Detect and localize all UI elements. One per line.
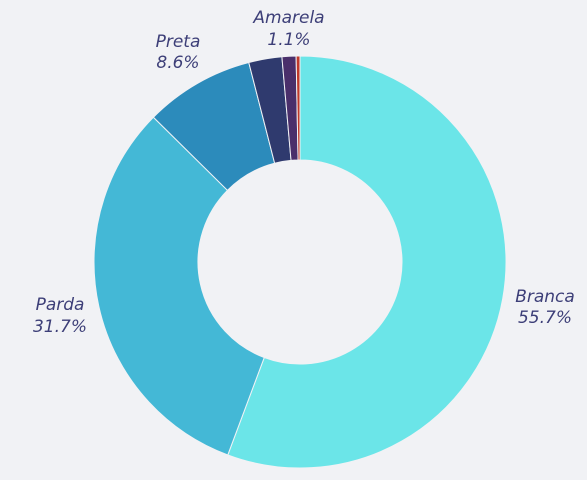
- slice-branca: [227, 55, 507, 469]
- labels-group: Branca 55.7% Parda 31.7% Preta 8.6% Amar…: [33, 8, 575, 337]
- label-preta-name: Preta: [156, 32, 201, 52]
- label-branca-value: 55.7%: [518, 308, 572, 328]
- label-parda-value: 31.7%: [33, 317, 87, 337]
- slice-parda: [93, 116, 265, 456]
- label-amarela-name: Amarela: [252, 8, 324, 28]
- slice-other-5: [295, 55, 301, 161]
- slices-group: [93, 55, 507, 469]
- label-branca-name: Branca: [515, 287, 575, 307]
- label-preta-value: 8.6%: [156, 53, 199, 73]
- label-amarela-value: 1.1%: [267, 30, 310, 50]
- label-parda-name: Parda: [36, 295, 85, 315]
